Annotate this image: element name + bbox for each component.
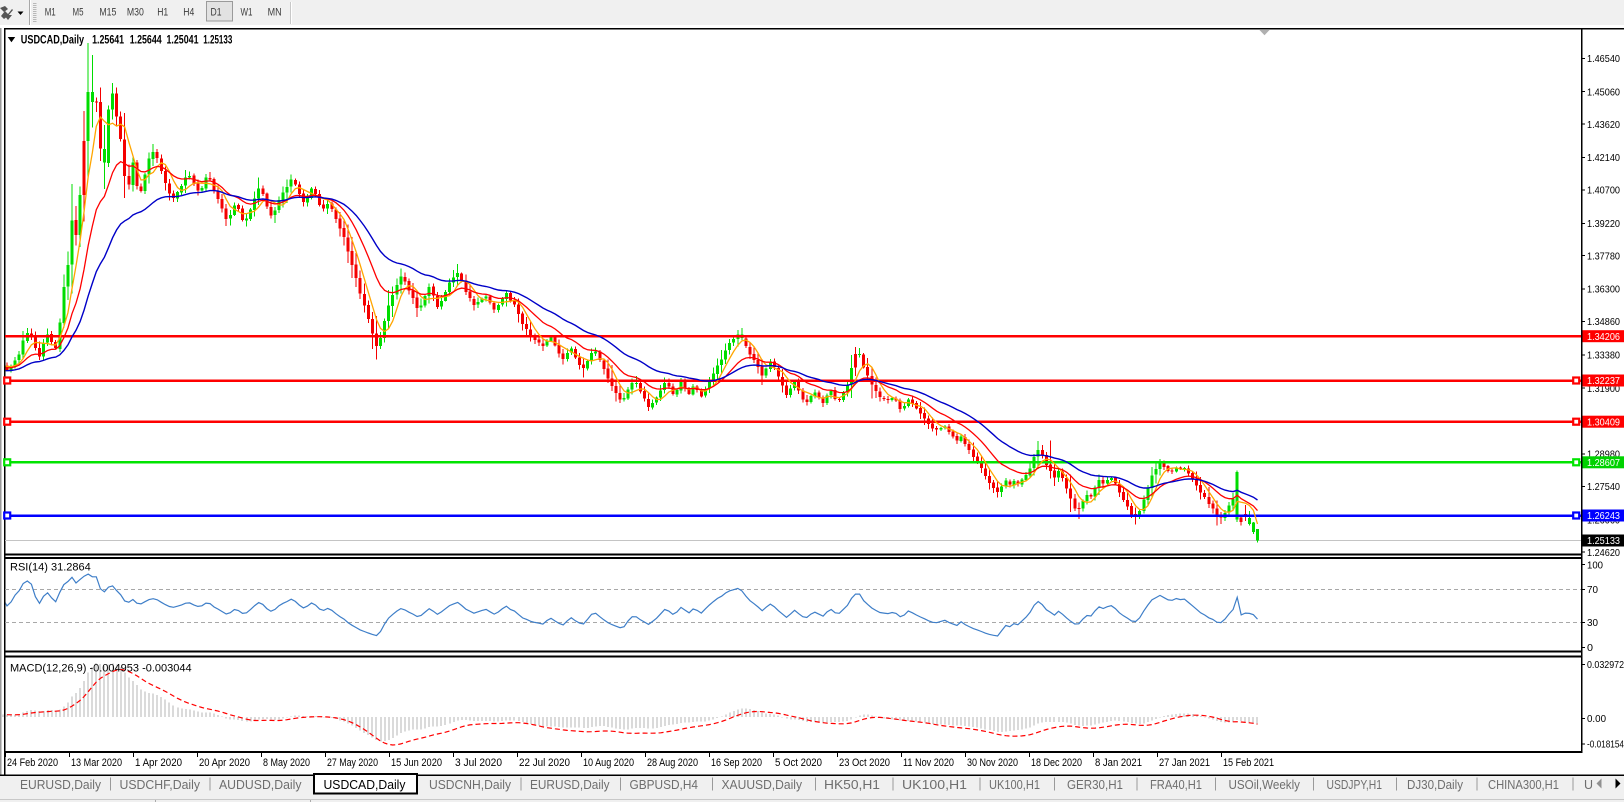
svg-text:AUDUSD,Daily: AUDUSD,Daily [219,778,302,792]
svg-text:30 Nov 2020: 30 Nov 2020 [967,757,1018,769]
svg-text:1.24620: 1.24620 [1587,547,1620,559]
svg-text:GER30,H1: GER30,H1 [1067,778,1123,792]
svg-text:1.40700: 1.40700 [1587,185,1620,197]
svg-text:RSI(14) 31.2864: RSI(14) 31.2864 [10,562,91,574]
svg-text:M15: M15 [99,7,116,19]
svg-text:FRA40,H1: FRA40,H1 [1150,778,1202,792]
svg-text:0: 0 [1587,642,1593,654]
svg-text:1.32237: 1.32237 [1587,375,1620,387]
svg-text:27 May 2020: 27 May 2020 [327,757,378,769]
svg-text:UK100,H1: UK100,H1 [989,778,1040,792]
svg-text:-0.018154: -0.018154 [1587,739,1624,751]
svg-text:1.25644: 1.25644 [130,33,162,47]
svg-text:MACD(12,26,9) -0.004953 -0.003: MACD(12,26,9) -0.004953 -0.003044 [10,663,192,675]
svg-text:10 Aug 2020: 10 Aug 2020 [583,757,634,769]
svg-text:1.25133: 1.25133 [1587,535,1620,547]
svg-text:1.43620: 1.43620 [1587,119,1620,131]
svg-text:100: 100 [1587,559,1603,571]
svg-text:8 Jan 2021: 8 Jan 2021 [1095,757,1142,769]
svg-text:0.00: 0.00 [1587,713,1606,725]
svg-text:15 Feb 2021: 15 Feb 2021 [1223,757,1274,769]
svg-text:70: 70 [1587,584,1598,596]
svg-text:22 Jul 2020: 22 Jul 2020 [519,757,570,769]
svg-text:M5: M5 [73,7,84,19]
svg-text:1.46540: 1.46540 [1587,53,1620,65]
svg-text:1.25133: 1.25133 [203,33,232,47]
svg-text:11 Nov 2020: 11 Nov 2020 [903,757,954,769]
svg-text:1 Apr 2020: 1 Apr 2020 [135,757,182,769]
svg-text:16 Sep 2020: 16 Sep 2020 [711,757,762,769]
svg-text:5 Oct 2020: 5 Oct 2020 [775,757,822,769]
svg-text:H4: H4 [183,7,194,19]
svg-text:1.37780: 1.37780 [1587,250,1620,262]
svg-text:MN: MN [268,7,282,19]
svg-text:W1: W1 [241,7,253,19]
svg-text:XAUUSD,Daily: XAUUSD,Daily [722,778,803,792]
svg-text:1.30409: 1.30409 [1587,416,1620,428]
svg-text:1.42140: 1.42140 [1587,152,1620,164]
svg-text:USOil,Weekly: USOil,Weekly [1229,778,1301,792]
svg-text:DJ30,Daily: DJ30,Daily [1407,778,1464,792]
svg-text:24 Feb 2020: 24 Feb 2020 [7,757,58,769]
svg-text:UK100,H1: UK100,H1 [902,778,967,792]
svg-text:USDCAD,Daily: USDCAD,Daily [21,33,85,47]
svg-text:27 Jan 2021: 27 Jan 2021 [1159,757,1210,769]
svg-text:USDCHF,Daily: USDCHF,Daily [120,778,201,792]
svg-text:M1: M1 [45,7,56,19]
svg-text:3 Jul 2020: 3 Jul 2020 [455,757,502,769]
svg-text:GBPUSD,H4: GBPUSD,H4 [630,778,699,792]
svg-text:M30: M30 [127,7,144,19]
svg-text:23 Oct 2020: 23 Oct 2020 [839,757,890,769]
svg-text:13 Mar 2020: 13 Mar 2020 [71,757,122,769]
svg-text:1.26243: 1.26243 [1587,510,1620,522]
svg-text:1.27540: 1.27540 [1587,481,1620,493]
svg-text:USDJPY,H1: USDJPY,H1 [1327,778,1383,792]
svg-text:EURUSD,Daily: EURUSD,Daily [530,778,610,792]
svg-text:1.34206: 1.34206 [1587,331,1620,343]
svg-text:1.28607: 1.28607 [1587,457,1620,469]
svg-text:U: U [1584,778,1593,792]
svg-text:20 Apr 2020: 20 Apr 2020 [199,757,250,769]
svg-text:15 Jun 2020: 15 Jun 2020 [391,757,442,769]
svg-text:HK50,H1: HK50,H1 [824,778,880,792]
svg-text:1.34860: 1.34860 [1587,316,1620,328]
svg-text:1.25641: 1.25641 [92,33,124,47]
svg-text:USDCAD,Daily: USDCAD,Daily [324,778,407,792]
svg-text:18 Dec 2020: 18 Dec 2020 [1031,757,1082,769]
svg-text:1.45060: 1.45060 [1587,86,1620,98]
svg-text:30: 30 [1587,617,1598,629]
svg-text:EURUSD,Daily: EURUSD,Daily [20,778,102,792]
svg-text:D1: D1 [211,7,222,19]
svg-text:USDCNH,Daily: USDCNH,Daily [429,778,512,792]
svg-text:CHINA300,H1: CHINA300,H1 [1488,778,1559,792]
svg-text:28 Aug 2020: 28 Aug 2020 [647,757,698,769]
svg-text:1.39220: 1.39220 [1587,218,1620,230]
svg-text:1.36300: 1.36300 [1587,284,1620,296]
svg-text:0.032972: 0.032972 [1587,659,1624,671]
svg-text:8 May 2020: 8 May 2020 [263,757,310,769]
svg-text:1.25041: 1.25041 [167,33,199,47]
svg-text:1.33380: 1.33380 [1587,350,1620,362]
svg-text:H1: H1 [157,7,168,19]
